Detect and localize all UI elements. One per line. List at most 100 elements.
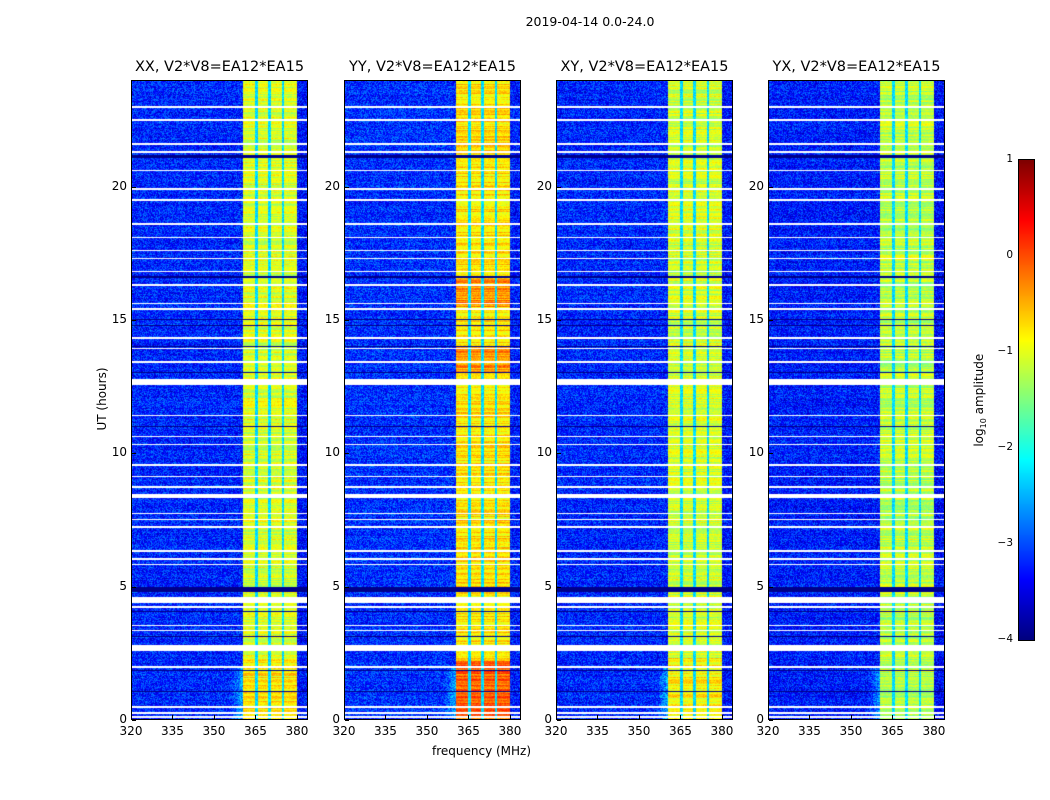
y-tick-label: 5 xyxy=(756,578,764,593)
x-tick-mark xyxy=(556,715,557,719)
panel-title: YY, V2*V8=EA12*EA15 xyxy=(349,59,516,75)
x-tick-label: 335 xyxy=(374,724,397,738)
x-tick-mark xyxy=(426,715,428,719)
y-axis-label: UT (hours) xyxy=(95,367,109,431)
x-tick-mark xyxy=(468,715,470,719)
colorbar-tick-label: −2 xyxy=(997,441,1013,453)
panel-title: XY, V2*V8=EA12*EA15 xyxy=(560,59,729,75)
colorbar-label: log10 amplitude xyxy=(971,353,989,447)
y-tick-label: 10 xyxy=(536,445,552,460)
x-tick-mark xyxy=(809,715,811,719)
spectrogram-panel xyxy=(344,80,521,720)
spectrogram-image xyxy=(345,81,520,719)
colorbar-tick-label: 1 xyxy=(1006,153,1013,165)
x-tick-label: 365 xyxy=(881,724,904,738)
x-tick-label: 350 xyxy=(415,724,439,738)
x-tick-label: 320 xyxy=(544,724,568,738)
spectrogram-panel xyxy=(768,80,945,720)
y-tick-mark xyxy=(557,320,561,321)
y-tick-label: 10 xyxy=(324,445,340,460)
y-tick-mark xyxy=(769,320,773,321)
y-tick-label: 15 xyxy=(536,312,552,326)
x-tick-label: 320 xyxy=(119,724,143,738)
y-tick-label: 0 xyxy=(332,712,340,726)
spectrogram-panel xyxy=(131,80,308,720)
x-tick-label: 365 xyxy=(457,724,480,738)
colorbar xyxy=(1018,159,1035,641)
x-tick-label: 320 xyxy=(332,724,356,738)
spectrogram-image xyxy=(769,81,944,719)
x-tick-label: 380 xyxy=(710,724,734,738)
x-tick-label: 335 xyxy=(161,724,184,738)
y-tick-label: 0 xyxy=(119,712,127,726)
y-tick-mark xyxy=(132,453,136,455)
y-tick-mark xyxy=(769,453,773,455)
colorbar-tick-label: −4 xyxy=(997,633,1013,645)
colorbar-tick-label: −1 xyxy=(997,345,1013,357)
y-tick-mark xyxy=(345,320,349,321)
x-tick-label: 350 xyxy=(202,724,226,738)
x-tick-mark xyxy=(768,715,769,719)
x-tick-label: 365 xyxy=(669,724,692,738)
x-tick-mark xyxy=(933,715,935,719)
x-tick-mark xyxy=(509,715,511,719)
x-tick-label: 350 xyxy=(627,724,651,738)
y-tick-mark xyxy=(132,586,136,588)
y-tick-label: 20 xyxy=(324,178,340,193)
y-tick-mark xyxy=(132,186,136,188)
x-tick-mark xyxy=(597,715,599,719)
y-tick-label: 10 xyxy=(111,445,127,460)
spectrogram-image xyxy=(557,81,732,719)
x-tick-mark xyxy=(680,715,682,719)
panel-title: YX, V2*V8=EA12*EA15 xyxy=(772,59,941,75)
y-tick-label: 20 xyxy=(748,178,764,193)
x-tick-mark xyxy=(296,715,298,719)
y-tick-mark xyxy=(345,720,349,721)
y-tick-mark xyxy=(557,453,561,455)
x-tick-label: 380 xyxy=(922,724,946,738)
x-tick-label: 380 xyxy=(285,724,309,738)
y-tick-label: 0 xyxy=(544,712,552,726)
y-tick-mark xyxy=(132,320,136,321)
y-tick-label: 15 xyxy=(748,312,764,326)
x-tick-label: 365 xyxy=(244,724,267,738)
x-tick-mark xyxy=(172,715,174,719)
y-tick-mark xyxy=(557,586,561,588)
y-tick-label: 20 xyxy=(536,178,552,193)
y-tick-mark xyxy=(769,186,773,188)
y-tick-mark xyxy=(557,720,561,721)
y-tick-label: 10 xyxy=(748,445,764,460)
y-tick-mark xyxy=(132,720,136,721)
x-tick-mark xyxy=(344,715,345,719)
y-tick-mark xyxy=(345,586,349,588)
y-tick-mark xyxy=(769,720,773,721)
x-tick-mark xyxy=(385,715,387,719)
x-tick-label: 350 xyxy=(839,724,863,738)
y-tick-label: 5 xyxy=(332,578,340,593)
x-tick-mark xyxy=(892,715,894,719)
y-tick-mark xyxy=(769,586,773,588)
x-tick-label: 335 xyxy=(798,724,821,738)
x-tick-mark xyxy=(131,715,132,719)
y-tick-label: 15 xyxy=(111,312,127,326)
y-tick-label: 0 xyxy=(756,712,764,726)
x-tick-mark xyxy=(213,715,215,719)
y-tick-mark xyxy=(557,186,561,188)
x-axis-label: frequency (MHz) xyxy=(432,744,532,758)
spectrogram-image xyxy=(132,81,307,719)
x-tick-mark xyxy=(255,715,257,719)
y-tick-label: 20 xyxy=(111,178,127,193)
x-tick-label: 320 xyxy=(756,724,780,738)
spectrogram-panel xyxy=(556,80,733,720)
y-tick-label: 15 xyxy=(324,312,340,326)
panel-title: XX, V2*V8=EA12*EA15 xyxy=(134,59,305,75)
figure-title: 2019-04-14 0.0-24.0 xyxy=(525,14,655,29)
x-tick-mark xyxy=(638,715,640,719)
x-tick-label: 380 xyxy=(498,724,522,738)
x-tick-label: 335 xyxy=(586,724,609,738)
x-tick-mark xyxy=(721,715,723,719)
x-tick-mark xyxy=(850,715,852,719)
y-tick-label: 5 xyxy=(119,578,127,593)
y-tick-mark xyxy=(345,186,349,188)
